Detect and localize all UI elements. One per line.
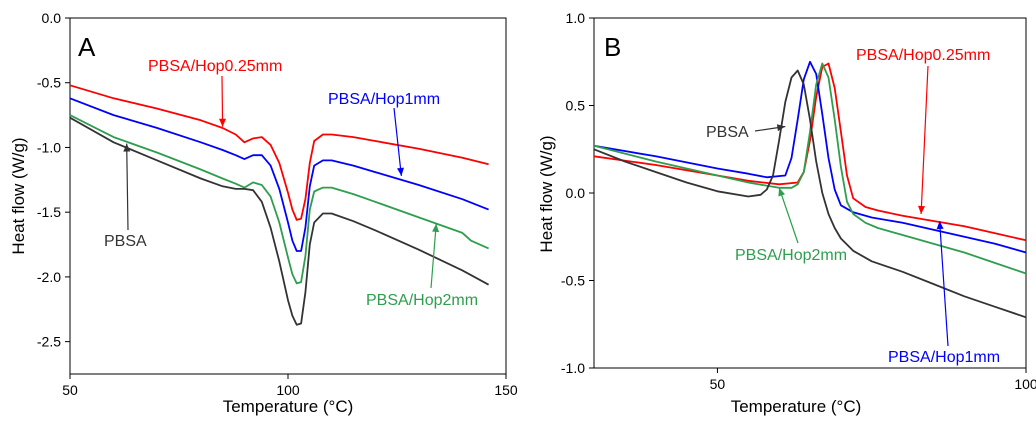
panel-b-series-line-pbsa-hop1mm [593,60,1027,254]
panel-a-x-tick-label: 100 [276,382,300,398]
panel-a-y-tick-label: 0.0 [42,10,62,26]
panel-a-annotation-arrow-line [430,223,437,289]
panel-a-annotation-arrow-head [219,118,226,127]
panel-a-y-tick-label: -1.5 [37,204,61,220]
panel-a-x-axis-label: Temperature (°C) [223,397,354,416]
panel-a-series-line-pbsa [69,116,490,326]
panel-b-x-tick-label: 50 [710,376,726,392]
panel-a-series-line-pbsa-hop1mm [69,97,489,252]
panel-a-annotation-arrow-head [123,143,131,152]
panel-b-x-ticks: 50 100 [710,368,1036,392]
panel-a-y-tick-label: -1.0 [37,139,61,155]
panel-b-annotation-pbsa-hop1mm: PBSA/Hop1mm [888,349,1000,366]
panel-b-chart: 1.0 0.5 0.0 -0.5 -1.0 50 100 PBSA PBSA/Hop0.25… [537,10,1036,416]
panel-b-x-tick-label: 100 [1014,376,1036,392]
panel-a-x-ticks: 50 100 150 [62,374,518,398]
panel-b-annotation-arrow-head [918,205,925,214]
panel-a-annotation-pbsa-hop1mm: PBSA/Hop1mm [328,91,440,108]
panel-b-y-tick-label: 1.0 [566,10,586,26]
panel-a-annotation-pbsa-hop0-25mm: PBSA/Hop0.25mm [148,58,282,75]
panel-a-y-tick-label: -2.5 [37,334,61,350]
panel-b-y-ticks: 1.0 0.5 0.0 -0.5 -1.0 [561,10,594,376]
panel-b-annotation-arrow-line [939,220,949,347]
panel-a-label: A [78,32,96,62]
panel-b-annotation-arrow-line [920,65,929,215]
panel-b-y-tick-label: -1.0 [561,360,585,376]
panel-b-series-line-pbsa-hop2mm [593,62,1027,275]
panel-a-annotation-pbsa: PBSA [104,233,147,250]
panel-a-annotation-arrow-head [432,223,440,233]
panel-b-y-axis-label: Heat flow (W/g) [537,135,556,252]
panel-a-y-ticks: 0.0 -0.5 -1.0 -1.5 -2.0 -2.5 [37,10,70,350]
panel-a-annotation-arrow-head [397,167,404,176]
panel-b-y-tick-label: 0.0 [566,185,586,201]
panel-b-y-tick-label: -0.5 [561,273,585,289]
panel-a-y-tick-label: -0.5 [37,75,61,91]
panel-b-series-lines [593,60,1027,319]
panel-a-x-tick-label: 150 [494,382,518,398]
panel-a-series-line-pbsa-hop2mm [69,114,489,285]
panel-b-plot-frame [593,17,1027,369]
panel-a-series-line-pbsa-hop0-25mm [69,84,489,221]
panel-b-annotations: PBSA PBSA/Hop0.25mm PBSA/Hop2mm PBSA/Hop1mm [706,47,1000,366]
panel-a-annotation-arrow-line [221,75,224,127]
panel-b-label: B [604,32,621,62]
panel-b-series-line-pbsa [593,69,1027,319]
panel-a-annotation-arrow-line [393,107,402,176]
panel-b-x-axis-label: Temperature (°C) [731,397,862,416]
panel-b-annotation-pbsa-hop0-25mm: PBSA/Hop0.25mm [856,47,990,64]
panel-b-annotation-arrow-head [778,187,785,197]
panel-a-chart: 0.0 -0.5 -1.0 -1.5 -2.0 -2.5 50 100 150 PBSA/Ho… [9,10,518,416]
panel-a-annotation-pbsa-hop2mm: PBSA/Hop2mm [366,292,478,309]
panel-b-annotation-arrow-head [936,221,944,230]
panel-a-x-tick-label: 50 [62,382,78,398]
panel-b-annotation-pbsa: PBSA [706,124,749,141]
panel-b-annotation-pbsa-hop2mm: PBSA/Hop2mm [735,247,847,264]
panel-a-series-lines [69,84,490,326]
panel-a-y-tick-label: -2.0 [37,269,61,285]
panel-a-annotations: PBSA/Hop0.25mm PBSA/Hop1mm PBSA/Hop2mm PBSA [104,58,478,309]
panel-b-annotation-arrow-line [778,187,799,244]
panel-b-y-tick-label: 0.5 [566,98,586,114]
panel-b-series-line-pbsa-hop0-25mm [593,62,1027,242]
panel-a-annotation-arrow-line [126,143,129,231]
panel-b-annotation-arrow-head [776,124,786,132]
panel-a-y-axis-label: Heat flow (W/g) [9,137,28,254]
